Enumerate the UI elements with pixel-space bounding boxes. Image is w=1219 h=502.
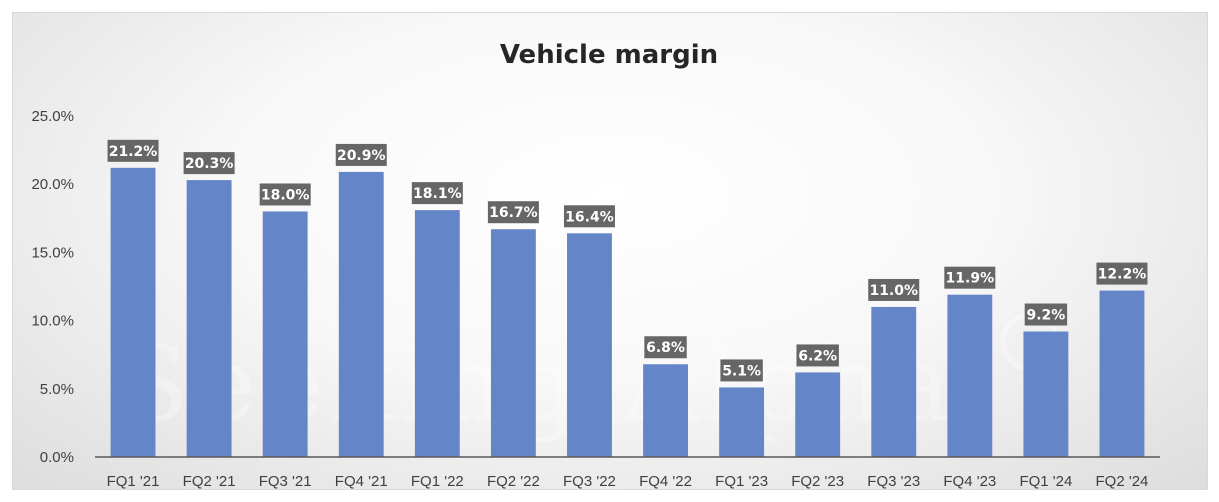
- data-label-box: [868, 278, 920, 301]
- x-tick-label: FQ2 '22: [487, 473, 540, 490]
- y-tick-label: 15.0%: [31, 244, 74, 261]
- x-tick-label: FQ2 '23: [791, 473, 844, 490]
- y-tick-label: 0.0%: [40, 449, 74, 466]
- x-tick-label: FQ1 '22: [411, 473, 464, 490]
- bar: [186, 180, 232, 457]
- data-label: 11.0%: [869, 283, 918, 299]
- data-label: 18.1%: [413, 186, 462, 202]
- data-label-box: [720, 359, 763, 382]
- data-label: 21.2%: [109, 144, 158, 160]
- bar: [414, 210, 460, 457]
- data-label: 12.2%: [1098, 267, 1147, 283]
- data-label: 18.0%: [261, 187, 310, 203]
- data-label-box: [644, 336, 687, 359]
- x-tick-label: FQ4 '22: [639, 473, 692, 490]
- bar: [567, 233, 612, 457]
- data-label: 6.8%: [646, 340, 685, 356]
- y-tick-label: 20.0%: [31, 176, 74, 193]
- y-tick-label: 10.0%: [31, 313, 74, 330]
- y-tick-label: 25.0%: [31, 108, 74, 125]
- bar: [795, 372, 841, 457]
- bar: [1099, 290, 1145, 457]
- data-label: 9.2%: [1026, 308, 1065, 324]
- data-label: 6.2%: [798, 348, 837, 364]
- data-label-box: [1024, 303, 1068, 326]
- x-tick-label: FQ1 '23: [715, 473, 768, 490]
- x-tick-label: FQ1 '24: [1019, 473, 1072, 490]
- x-tick-label: FQ3 '23: [867, 473, 920, 490]
- data-label-box: [796, 344, 839, 367]
- y-tick-label: 5.0%: [40, 381, 74, 398]
- data-label-box: [411, 182, 463, 205]
- data-label: 11.9%: [946, 271, 995, 287]
- bar: [338, 171, 384, 457]
- chart-title: Vehicle margin: [500, 40, 718, 70]
- bar: [1023, 331, 1069, 457]
- bar: [262, 211, 308, 457]
- bar: [947, 294, 993, 457]
- data-label: 16.4%: [565, 209, 614, 225]
- data-label-box: [259, 183, 311, 206]
- data-label: 20.9%: [337, 148, 386, 164]
- data-label: 5.1%: [722, 363, 761, 379]
- x-tick-label: FQ1 '21: [107, 473, 160, 490]
- x-tick-label: FQ3 '22: [563, 473, 616, 490]
- data-label-box: [944, 266, 996, 289]
- bar: [490, 229, 536, 457]
- bar: [719, 387, 765, 457]
- data-label-box: [335, 143, 387, 166]
- data-label-box: [563, 205, 615, 228]
- x-tick-label: FQ2 '24: [1096, 473, 1149, 490]
- data-label-box: [107, 139, 159, 162]
- data-label: 16.7%: [489, 205, 538, 221]
- bar: [871, 306, 917, 457]
- x-tick-label: FQ3 '21: [259, 473, 312, 490]
- data-label: 20.3%: [185, 156, 234, 172]
- x-tick-label: FQ4 '21: [335, 473, 388, 490]
- bar: [110, 167, 156, 457]
- x-tick-label: FQ4 '23: [943, 473, 996, 490]
- x-tick-label: FQ2 '21: [183, 473, 236, 490]
- bar: [643, 364, 688, 457]
- data-label-box: [183, 152, 235, 175]
- data-label-box: [487, 201, 539, 224]
- data-label-box: [1096, 262, 1148, 285]
